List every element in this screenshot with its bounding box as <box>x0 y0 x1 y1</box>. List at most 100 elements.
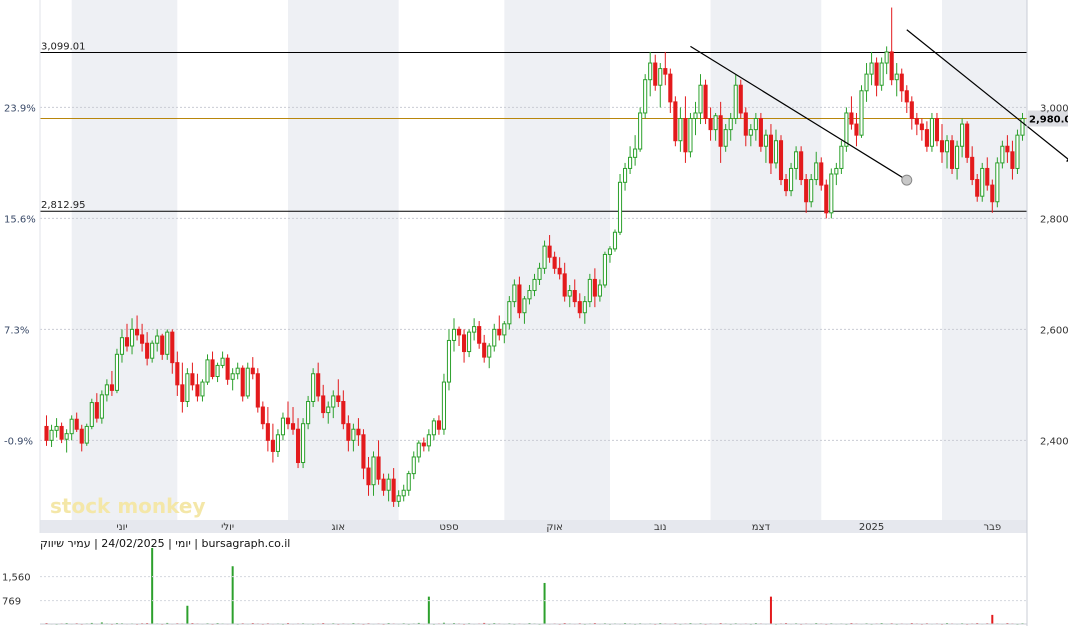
candle-body <box>899 73 904 92</box>
candle-body <box>185 373 190 402</box>
candle-body <box>577 301 582 314</box>
candle-body <box>628 156 633 169</box>
candle-body <box>1010 151 1015 169</box>
candle-body <box>653 62 658 86</box>
candle-body <box>145 342 150 359</box>
candle-body <box>265 423 270 441</box>
candle-body <box>406 473 411 491</box>
candle-body <box>326 406 331 414</box>
candle-body <box>673 101 678 142</box>
candle-body <box>205 359 210 383</box>
volume-bar <box>151 548 154 624</box>
candle-body <box>301 423 306 464</box>
month-label: דצמ <box>752 522 771 533</box>
trendline <box>906 29 1068 160</box>
source-info: יומי | 24/02/2025 | עמיר שיווק | bursagr… <box>40 537 290 550</box>
candle-body <box>718 115 723 147</box>
candle-body <box>386 478 391 491</box>
candle-body <box>547 245 552 258</box>
candle-body <box>1020 118 1025 136</box>
time-axis-strip <box>40 520 1027 533</box>
candle-body <box>371 456 376 486</box>
candle-body <box>170 331 175 364</box>
candle-body <box>819 162 824 186</box>
candle-body <box>104 384 109 396</box>
month-label: 2025 <box>859 522 884 533</box>
candle-body <box>114 353 120 391</box>
candle-body <box>240 367 245 397</box>
candle-body <box>381 478 386 491</box>
candle-body <box>854 123 859 136</box>
percent-tick-label: 7.3% <box>4 325 29 336</box>
volume-bar <box>483 622 486 624</box>
candle-body <box>542 245 547 269</box>
candle-body <box>944 140 950 153</box>
candle-body <box>119 337 125 355</box>
month-label: אוג <box>332 522 346 533</box>
candle-body <box>965 123 970 158</box>
month-label: אוק <box>546 522 563 533</box>
candle-body <box>200 381 205 397</box>
candle-body <box>829 173 834 214</box>
level-label: 3,099.01 <box>41 41 86 52</box>
candle-body <box>622 167 628 183</box>
candle-body <box>331 395 336 408</box>
candle-body <box>311 373 316 402</box>
candle-body <box>487 345 492 358</box>
candle-body <box>753 118 758 131</box>
month-label: ספט <box>439 522 458 533</box>
candle-body <box>462 334 467 353</box>
candle-body <box>295 428 301 464</box>
candle-body <box>859 90 864 136</box>
candle-body <box>507 301 512 325</box>
candle-body <box>924 129 929 147</box>
candle-body <box>215 364 220 378</box>
candle-body <box>633 148 638 158</box>
candle-body <box>1000 145 1005 164</box>
candle-body <box>768 134 774 164</box>
candle-body <box>864 73 869 92</box>
candle-body <box>939 140 945 153</box>
candle-body <box>79 428 84 444</box>
volume-tick-label: 1,560 <box>2 573 31 584</box>
candle-body <box>477 326 482 344</box>
volume-bar <box>417 622 420 624</box>
last-price-label: 2,980.00 <box>1029 115 1068 126</box>
price-gridlines <box>40 106 1027 441</box>
candle-body <box>341 400 346 425</box>
candle-body <box>446 339 452 383</box>
candle-body <box>230 373 235 380</box>
candle-body <box>824 184 829 214</box>
price-tick-label: 3,000 <box>1040 103 1068 114</box>
candle-body <box>708 118 713 131</box>
candle-body <box>129 328 135 347</box>
candle-body <box>135 328 140 336</box>
candle-body <box>260 406 265 425</box>
percent-tick-label: -0.9% <box>4 436 33 447</box>
candle-body <box>738 84 743 114</box>
candle-body <box>703 84 708 120</box>
trendline-handle <box>901 174 913 186</box>
percent-axis: -0.9% 7.3% 15.6% 23.9% <box>4 103 36 447</box>
volume-bar <box>769 596 772 624</box>
candle-body <box>467 331 472 353</box>
candle-body <box>421 442 426 447</box>
candle-body <box>743 112 748 136</box>
last-price-box <box>1028 110 1068 127</box>
candle-body <box>582 301 587 314</box>
volume-bar <box>991 614 994 624</box>
candle-body <box>778 140 784 181</box>
candle-body <box>879 62 884 86</box>
candle-body <box>683 118 688 153</box>
candle-body <box>285 417 291 425</box>
candle-body <box>567 290 572 297</box>
candle-body <box>773 140 779 164</box>
candle-body <box>929 118 934 147</box>
level-label: 2,812.95 <box>41 200 86 211</box>
price-tick-label: 2,400 <box>1040 436 1068 447</box>
candle-body <box>960 123 965 147</box>
candle-body <box>512 284 517 303</box>
candle-body <box>59 425 64 440</box>
candle-body <box>210 359 215 378</box>
candle-body <box>401 489 406 497</box>
